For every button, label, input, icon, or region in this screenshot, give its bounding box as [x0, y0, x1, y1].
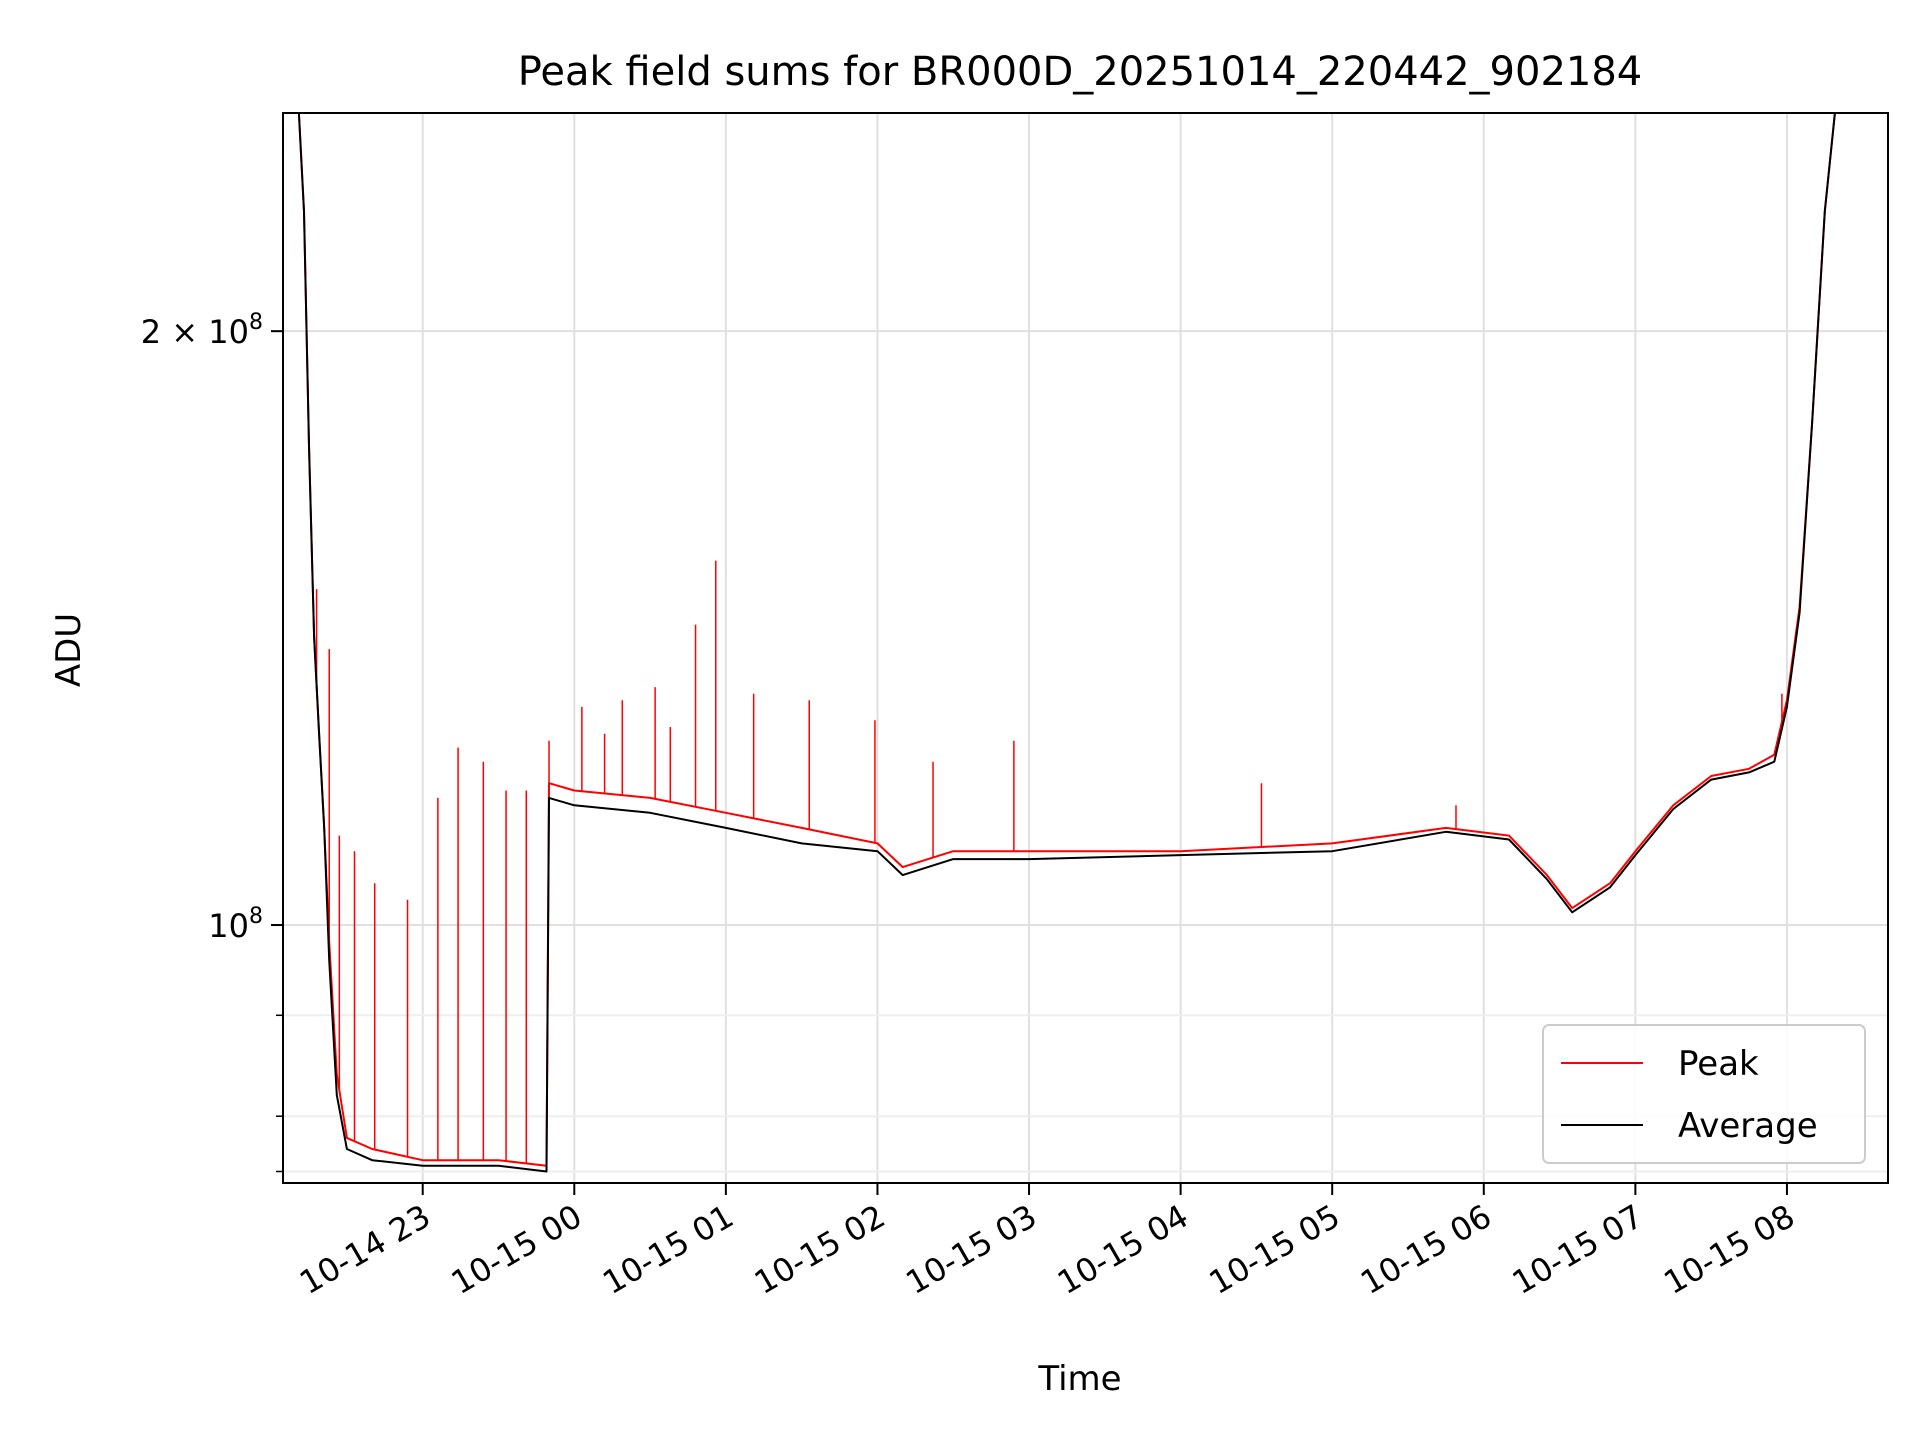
- grid: [283, 113, 1888, 1183]
- x-tick-label: 10-15 04: [1051, 1197, 1195, 1302]
- x-tick-label: 10-14 23: [293, 1197, 437, 1302]
- x-tick-label: 10-15 01: [596, 1197, 740, 1302]
- legend-label-peak: Peak: [1678, 1044, 1759, 1084]
- series-line-peak: [283, 112, 1836, 1167]
- series-line-average: [283, 112, 1836, 1173]
- plot-series: [283, 112, 1836, 1173]
- y-tick-label: 108: [208, 904, 263, 945]
- y-tick-label: 2 × 108: [141, 310, 263, 351]
- x-tick-label: 10-15 00: [445, 1197, 589, 1302]
- x-tick-label: 10-15 07: [1506, 1197, 1650, 1302]
- y-axis-label: ADU: [49, 613, 89, 687]
- x-tick-label: 10-15 06: [1354, 1197, 1498, 1302]
- x-axis-label: Time: [1037, 1359, 1121, 1399]
- x-tick-label: 10-15 05: [1203, 1197, 1347, 1302]
- legend-box: [1542, 1024, 1866, 1164]
- chart-title: Peak field sums for BR000D_20251014_2204…: [518, 49, 1643, 95]
- plot-frame: [282, 112, 1889, 1184]
- legend-label-average: Average: [1678, 1106, 1818, 1146]
- x-tick-label: 10-15 08: [1657, 1197, 1801, 1302]
- x-tick-label: 10-15 02: [748, 1197, 892, 1302]
- legend: Peak Average: [1542, 1024, 1866, 1164]
- x-tick-label: 10-15 03: [899, 1197, 1043, 1302]
